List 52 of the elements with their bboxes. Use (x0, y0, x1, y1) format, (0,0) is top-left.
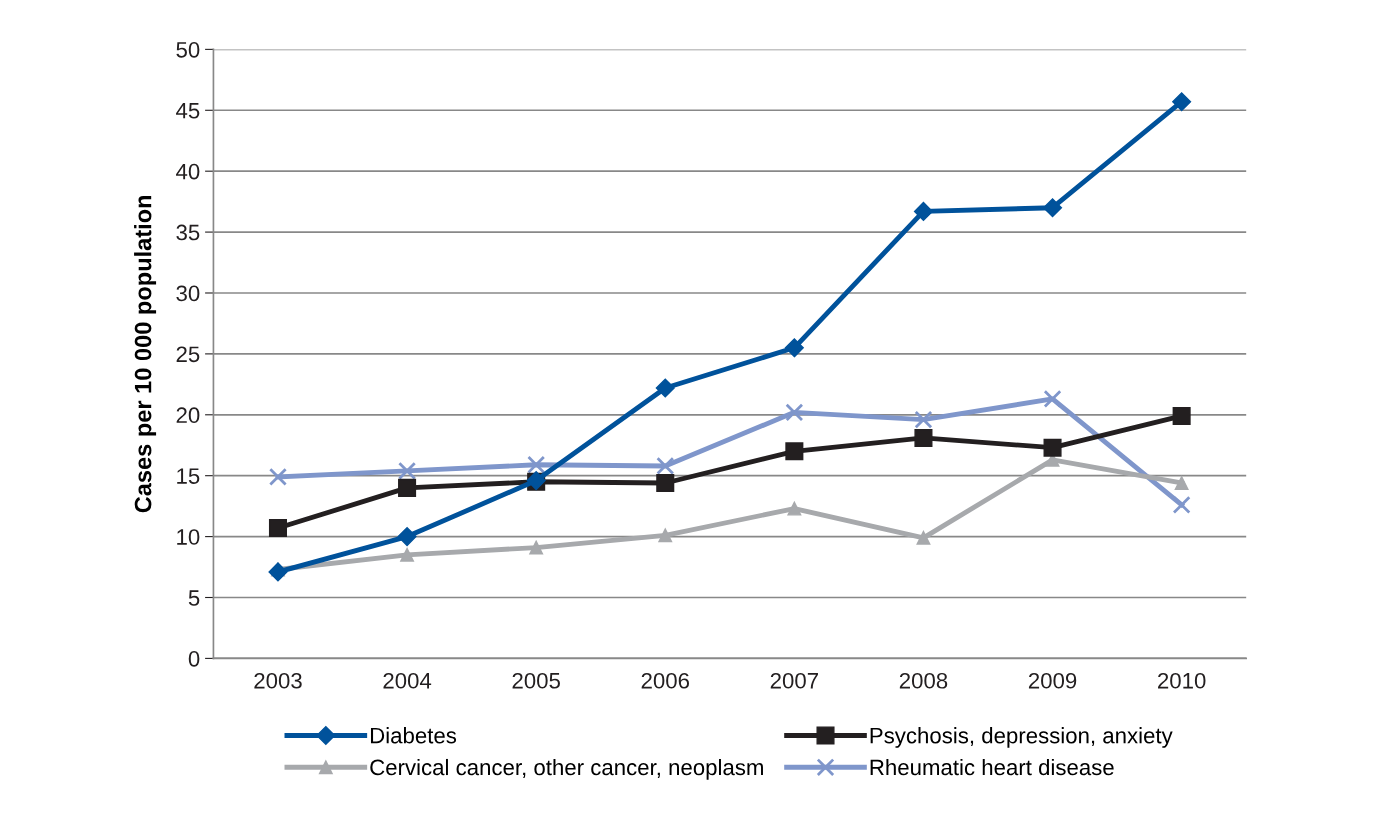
x-tick-label: 2005 (512, 672, 560, 689)
point (268, 467, 288, 486)
y-tick-label: 5 (188, 590, 200, 606)
legend-label: Diabetes (370, 727, 457, 744)
y-tick-label: 45 (176, 103, 200, 119)
point (1172, 92, 1192, 112)
y-tick-label: 30 (176, 285, 200, 302)
y-tick-label: 0 (188, 650, 200, 667)
y-tick-label: 25 (176, 346, 200, 363)
point (1043, 389, 1062, 408)
y-tick-label: 10 (177, 529, 200, 545)
y-tick-label: 35 (176, 224, 200, 241)
x-tick-label: 2009 (1028, 672, 1077, 689)
point (785, 442, 804, 461)
legend-label: Cervical cancer, other cancer, neoplasm (370, 758, 763, 780)
y-axis-title: Cases per 10 000 population (134, 195, 157, 513)
x-tick-label: 2006 (641, 672, 690, 689)
point (1172, 406, 1191, 426)
point (914, 410, 933, 429)
point (656, 473, 675, 493)
point (400, 547, 415, 562)
y-tick-label: 40 (176, 163, 200, 180)
point (1043, 438, 1062, 457)
point (914, 428, 933, 447)
x-tick-label: 2010 (1158, 672, 1206, 689)
point (268, 562, 288, 582)
point (913, 201, 933, 221)
point (916, 530, 931, 545)
legend-label: Rheumatic heart disease (870, 758, 1114, 776)
point (655, 378, 675, 398)
point (784, 338, 804, 358)
y-tick-label: 20 (176, 407, 200, 424)
point (658, 528, 673, 543)
point (656, 456, 675, 475)
x-tick-label: 2007 (770, 672, 818, 689)
x-tick-label: 2008 (899, 672, 948, 689)
point (397, 527, 417, 547)
y-tick-label: 15 (177, 468, 200, 484)
point (398, 461, 417, 480)
point (529, 540, 544, 555)
x-tick-label: 2004 (383, 672, 432, 689)
point (1043, 198, 1063, 218)
y-tick-label: 50 (176, 41, 200, 58)
point (787, 501, 802, 516)
point (1172, 495, 1191, 514)
point (1174, 476, 1189, 490)
point (268, 519, 288, 538)
legend-label: Psychosis, depression, anxiety (870, 727, 1173, 748)
point (785, 403, 804, 422)
point (527, 455, 546, 474)
x-tick-label: 2003 (254, 672, 302, 689)
point (398, 478, 417, 497)
